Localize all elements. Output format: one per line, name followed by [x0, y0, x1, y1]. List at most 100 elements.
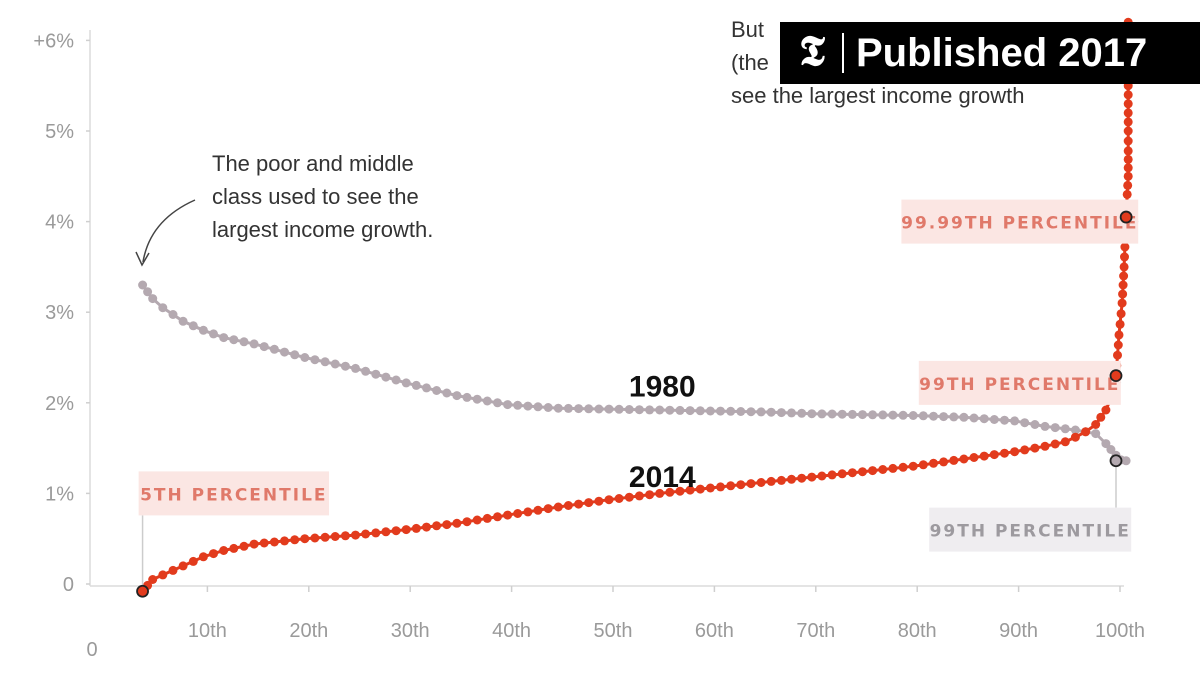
- data-point: [1123, 108, 1133, 118]
- data-point: [817, 471, 827, 481]
- data-point: [634, 491, 644, 501]
- data-point: [158, 303, 168, 313]
- data-point: [716, 482, 725, 492]
- x-tick-label: 40th: [492, 620, 531, 642]
- data-point: [1123, 146, 1133, 156]
- data-point: [797, 408, 807, 418]
- data-point: [442, 520, 452, 530]
- data-point: [604, 495, 614, 505]
- data-point: [888, 463, 898, 473]
- data-point: [584, 498, 594, 508]
- data-point: [330, 359, 340, 369]
- data-point: [949, 455, 959, 465]
- data-point: [249, 539, 259, 549]
- data-point: [1116, 309, 1126, 319]
- data-point: [1040, 441, 1050, 451]
- data-point: [614, 404, 624, 414]
- data-point: [1070, 425, 1080, 435]
- data-point: [979, 451, 989, 461]
- data-point: [1101, 405, 1111, 415]
- data-point: [817, 409, 827, 419]
- data-point: [1118, 289, 1128, 299]
- data-point: [949, 412, 959, 422]
- data-point: [736, 480, 746, 490]
- data-point: [158, 570, 168, 580]
- data-point: [918, 411, 928, 421]
- data-point: [290, 350, 300, 360]
- x-tick-label: 30th: [391, 620, 430, 642]
- data-point: [219, 546, 229, 555]
- data-point: [847, 468, 857, 478]
- data-point: [300, 534, 310, 544]
- data-point: [553, 403, 563, 413]
- x-tick-label: 100th: [1095, 620, 1145, 642]
- data-point: [665, 487, 675, 497]
- data-point: [493, 512, 502, 522]
- x-zero-label: 0: [86, 639, 97, 661]
- data-point: [969, 413, 979, 423]
- data-point: [1000, 415, 1009, 425]
- callout-box-5th: [138, 471, 330, 516]
- data-point: [148, 294, 158, 304]
- data-point: [391, 375, 401, 385]
- data-point: [168, 310, 178, 319]
- data-point: [300, 353, 310, 362]
- y-tick-label: 1%: [45, 483, 74, 505]
- annotation-poor-arrowhead: [135, 251, 150, 267]
- data-point: [716, 406, 725, 416]
- y-tick-label: 2%: [45, 393, 74, 415]
- data-point: [239, 541, 249, 551]
- data-point: [280, 347, 289, 357]
- series-label-2014: 2014: [629, 461, 696, 494]
- data-point: [776, 408, 786, 418]
- data-point: [797, 473, 807, 483]
- data-point: [1101, 439, 1111, 449]
- data-point: [1119, 262, 1129, 272]
- data-point: [361, 529, 371, 539]
- data-point: [1120, 242, 1130, 252]
- badge-divider: [842, 33, 844, 73]
- data-point: [513, 509, 523, 518]
- data-point: [1123, 117, 1133, 127]
- data-point: [868, 466, 878, 476]
- y-tick-label: +6%: [33, 30, 74, 52]
- data-point: [1040, 421, 1050, 431]
- data-point: [563, 403, 573, 413]
- data-point: [138, 280, 148, 290]
- y-tick-label: 0: [63, 574, 74, 596]
- data-point: [442, 388, 452, 398]
- data-point: [503, 400, 513, 410]
- data-point: [229, 543, 239, 553]
- data-point: [269, 344, 279, 354]
- callouts: 5TH PERCENTILE 99TH PERCENTILE 99.99TH PER…: [136, 199, 1139, 598]
- data-point: [858, 410, 867, 420]
- data-point: [543, 403, 553, 412]
- data-point: [1091, 429, 1101, 439]
- data-point: [432, 521, 442, 531]
- data-point: [827, 409, 837, 419]
- data-point: [756, 407, 766, 417]
- data-point: [827, 470, 837, 480]
- data-point: [401, 378, 411, 388]
- data-point: [736, 407, 746, 416]
- data-point: [1123, 90, 1133, 100]
- data-point: [310, 533, 320, 543]
- data-point: [939, 412, 949, 422]
- data-point: [401, 525, 411, 535]
- data-point: [726, 481, 736, 491]
- x-tick-label: 80th: [898, 620, 937, 642]
- data-point: [675, 405, 685, 415]
- x-tick-label: 10th: [188, 620, 227, 642]
- data-point: [249, 339, 259, 349]
- data-point: [685, 485, 695, 495]
- data-point: [523, 401, 533, 411]
- data-point: [766, 476, 776, 486]
- data-point: [868, 410, 878, 420]
- data-point: [634, 405, 644, 415]
- axes: 0 1% 2% 3% 4% 5% +6% 10th 20th 30th 40th 50th 60th 70…: [33, 30, 1145, 661]
- data-point: [847, 409, 857, 419]
- data-point: [462, 392, 472, 402]
- data-point: [939, 457, 949, 467]
- data-point: [574, 499, 584, 509]
- data-point: [766, 407, 776, 417]
